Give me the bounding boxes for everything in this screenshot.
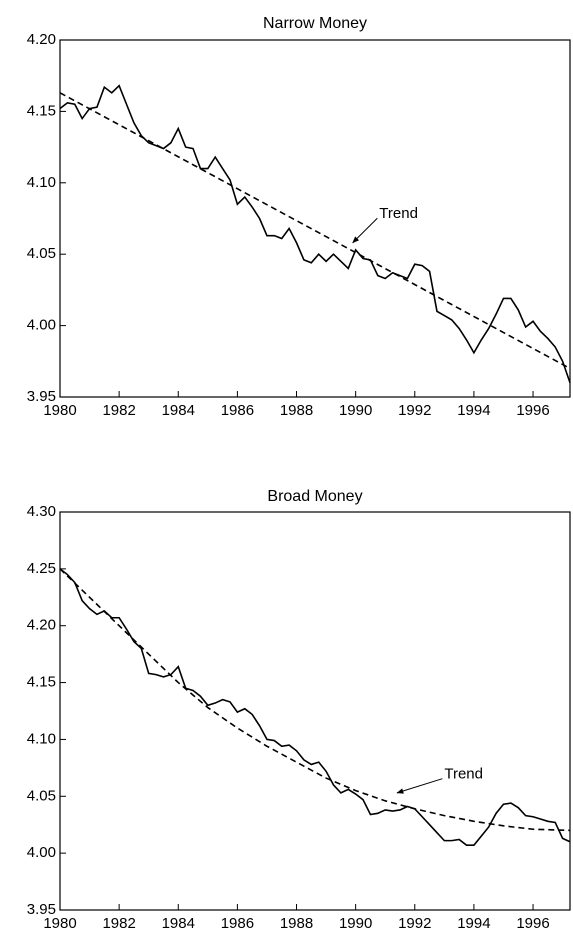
chart-title: Broad Money xyxy=(267,488,362,505)
y-tick-label: 4.30 xyxy=(27,503,56,520)
y-tick-label: 4.10 xyxy=(27,730,56,747)
trend-line xyxy=(59,568,571,832)
data-line xyxy=(59,568,571,846)
chart: Narrow Money 3.95 4.00 4.05 4.10 4.15 4.20 1980… xyxy=(27,15,571,419)
trend-line xyxy=(59,92,571,370)
data-line xyxy=(59,84,571,383)
y-tick-label: 4.15 xyxy=(27,674,56,691)
y-tick-label: 4.00 xyxy=(27,844,56,861)
x-tick-label: 1994 xyxy=(457,402,490,419)
x-tick-label: 1986 xyxy=(221,402,254,419)
x-tick-label: 1992 xyxy=(398,915,431,932)
annotation: Trend xyxy=(379,205,418,222)
y-tick-label: 4.15 xyxy=(27,102,56,119)
x-tick-label: 1994 xyxy=(457,915,490,932)
y-tick-label: 4.00 xyxy=(27,317,56,334)
x-tick-label: 1984 xyxy=(162,915,195,932)
chart: Broad Money 3.95 4.00 4.05 4.10 4.15 4.20 4.25 4… xyxy=(27,488,571,932)
annotation-arrow xyxy=(352,217,378,244)
y-tick-label: 4.20 xyxy=(27,617,56,634)
x-tick-label: 1980 xyxy=(43,915,76,932)
x-tick-label: 1990 xyxy=(339,915,372,932)
x-tick-label: 1992 xyxy=(398,402,431,419)
plot-frame xyxy=(59,39,571,398)
x-tick-label: 1996 xyxy=(516,915,549,932)
x-tick-label: 1984 xyxy=(162,402,195,419)
x-tick-label: 1996 xyxy=(516,402,549,419)
annotation: Trend xyxy=(444,766,483,783)
x-tick-label: 1990 xyxy=(339,402,372,419)
y-tick-label: 4.20 xyxy=(27,31,56,48)
y-tick-label: 4.05 xyxy=(27,245,56,262)
x-tick-label: 1986 xyxy=(221,915,254,932)
y-tick-label: 3.95 xyxy=(27,388,56,405)
plot-frame xyxy=(59,511,571,911)
x-tick-label: 1988 xyxy=(280,915,313,932)
x-tick-label: 1982 xyxy=(102,402,135,419)
y-tick-label: 3.95 xyxy=(27,901,56,918)
y-tick-label: 4.10 xyxy=(27,174,56,191)
y-tick-label: 4.05 xyxy=(27,787,56,804)
x-tick-label: 1980 xyxy=(43,402,76,419)
y-tick-label: 4.25 xyxy=(27,560,56,577)
x-tick-label: 1988 xyxy=(280,402,313,419)
annotation-arrow xyxy=(396,778,443,794)
x-tick-label: 1982 xyxy=(102,915,135,932)
chart-title: Narrow Money xyxy=(263,15,367,32)
